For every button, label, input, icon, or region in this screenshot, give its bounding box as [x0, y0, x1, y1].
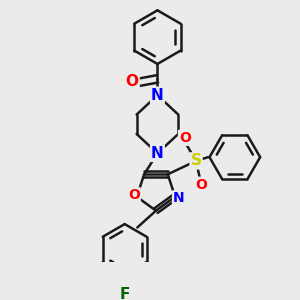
Text: N: N	[151, 146, 164, 161]
Text: F: F	[119, 287, 130, 300]
Text: N: N	[151, 88, 164, 103]
Text: O: O	[179, 131, 191, 145]
Text: S: S	[190, 153, 202, 168]
Text: O: O	[128, 188, 140, 202]
Text: O: O	[126, 74, 139, 88]
Text: O: O	[195, 178, 207, 192]
Text: N: N	[173, 191, 184, 205]
